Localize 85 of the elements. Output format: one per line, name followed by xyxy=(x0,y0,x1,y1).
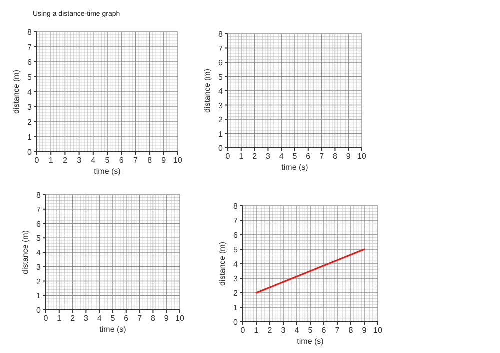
x-tick-label: 6 xyxy=(322,326,327,335)
x-tick-label: 6 xyxy=(306,152,312,161)
x-tick-label: 6 xyxy=(124,314,130,323)
x-tick-label: 4 xyxy=(294,326,300,335)
x-tick-label: 6 xyxy=(119,156,124,165)
y-tick-label: 4 xyxy=(218,87,224,96)
x-tick-label: 2 xyxy=(252,152,258,161)
x-tick-label: 10 xyxy=(174,156,183,165)
y-tick-label: 1 xyxy=(36,292,42,301)
x-tick-label: 7 xyxy=(320,152,325,161)
y-tick-label: 5 xyxy=(234,246,239,254)
x-tick-label: 4 xyxy=(91,156,96,165)
x-tick-label: 10 xyxy=(358,152,367,161)
y-tick-label: 7 xyxy=(36,205,42,214)
y-tick-label: 1 xyxy=(234,304,239,312)
x-axis-title: time (s) xyxy=(282,163,309,172)
x-tick-label: 4 xyxy=(279,152,284,161)
y-axis-title: distance (m) xyxy=(21,230,30,275)
x-tick-label: 10 xyxy=(374,326,383,335)
x-tick-label: 5 xyxy=(110,314,116,323)
y-tick-label: 3 xyxy=(28,103,33,112)
x-tick-label: 4 xyxy=(97,314,102,323)
x-tick-label: 2 xyxy=(268,326,273,335)
x-tick-label: 8 xyxy=(348,326,354,335)
x-tick-label: 1 xyxy=(48,156,54,165)
x-axis-title: time (s) xyxy=(100,325,127,334)
x-tick-label: 0 xyxy=(226,152,231,161)
x-tick-label: 5 xyxy=(308,326,314,335)
y-tick-label: 3 xyxy=(218,101,224,110)
y-tick-label: 6 xyxy=(28,58,33,67)
y-tick-label: 2 xyxy=(36,277,42,286)
y-tick-label: 8 xyxy=(28,28,33,37)
x-axis-title: time (s) xyxy=(297,337,324,346)
x-tick-label: 2 xyxy=(62,156,68,165)
x-tick-label: 9 xyxy=(362,326,368,335)
y-tick-label: 4 xyxy=(28,88,33,97)
y-tick-label: 2 xyxy=(28,118,33,127)
y-tick-label: 6 xyxy=(36,220,42,229)
x-tick-label: 9 xyxy=(346,152,352,161)
x-tick-label: 7 xyxy=(335,326,340,335)
y-tick-label: 4 xyxy=(234,260,239,269)
x-tick-label: 2 xyxy=(70,314,76,323)
y-tick-label: 1 xyxy=(28,133,33,142)
x-axis-title: time (s) xyxy=(94,167,122,176)
y-tick-label: 1 xyxy=(218,130,224,139)
x-tick-label: 9 xyxy=(162,156,167,165)
y-axis-title: distance (m) xyxy=(12,70,21,114)
x-tick-label: 8 xyxy=(332,152,338,161)
y-tick-label: 5 xyxy=(218,72,224,82)
x-tick-label: 7 xyxy=(138,314,143,323)
y-axis-title: distance (m) xyxy=(218,242,227,286)
x-tick-label: 0 xyxy=(240,326,246,335)
x-tick-label: 9 xyxy=(164,314,170,323)
y-axis-title: distance (m) xyxy=(203,68,212,114)
y-tick-label: 2 xyxy=(234,289,239,298)
x-tick-label: 5 xyxy=(105,156,110,165)
x-tick-label: 5 xyxy=(292,152,298,161)
y-tick-label: 8 xyxy=(234,202,239,211)
y-tick-label: 5 xyxy=(28,73,33,82)
y-tick-label: 8 xyxy=(36,191,42,200)
y-tick-label: 4 xyxy=(36,248,42,258)
x-tick-label: 8 xyxy=(150,314,156,323)
x-tick-label: 3 xyxy=(266,152,271,161)
y-tick-label: 0 xyxy=(36,306,42,315)
x-tick-label: 7 xyxy=(133,156,138,165)
x-tick-label: 3 xyxy=(77,156,82,165)
x-tick-label: 1 xyxy=(254,326,260,335)
x-tick-label: 0 xyxy=(44,314,49,323)
y-tick-label: 0 xyxy=(218,144,224,153)
y-tick-label: 6 xyxy=(234,231,239,240)
x-tick-label: 3 xyxy=(84,314,89,323)
y-tick-label: 7 xyxy=(234,216,239,226)
x-tick-label: 1 xyxy=(239,152,244,161)
x-tick-label: 1 xyxy=(57,314,62,323)
y-tick-label: 2 xyxy=(218,116,224,124)
x-tick-label: 3 xyxy=(281,326,286,335)
y-tick-label: 7 xyxy=(218,44,224,54)
x-tick-label: 8 xyxy=(148,156,153,165)
y-tick-label: 3 xyxy=(36,262,42,272)
y-tick-label: 7 xyxy=(28,43,33,52)
x-tick-label: 10 xyxy=(176,314,185,323)
y-tick-label: 6 xyxy=(218,58,224,68)
y-tick-label: 3 xyxy=(234,274,239,284)
y-tick-label: 8 xyxy=(218,30,224,39)
y-tick-label: 5 xyxy=(36,234,42,244)
